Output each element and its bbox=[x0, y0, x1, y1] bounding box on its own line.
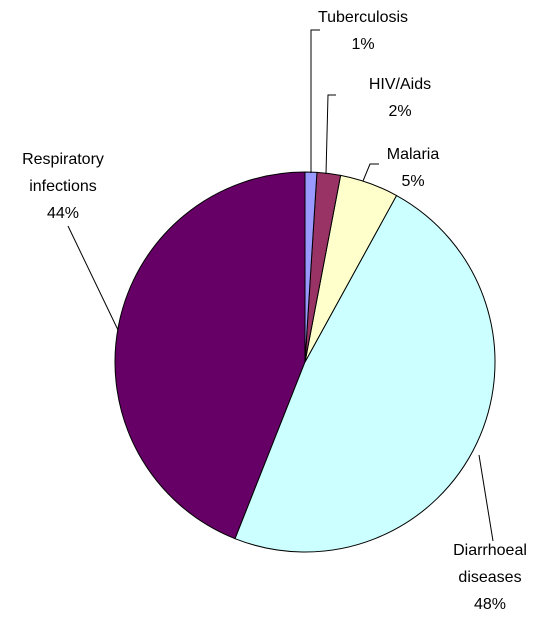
label-name: Malaria bbox=[386, 146, 440, 163]
label-value: 5% bbox=[401, 173, 425, 190]
slice-label: HIV/Aids 2% bbox=[350, 71, 450, 125]
leader-line bbox=[325, 94, 336, 175]
label-name: HIV/Aids bbox=[368, 76, 432, 93]
leader-line bbox=[478, 454, 494, 542]
slice-label: Respiratory infections 44% bbox=[8, 146, 118, 227]
slice-label: Malaria 5% bbox=[363, 141, 463, 195]
label-name: Respiratory infections bbox=[22, 151, 104, 195]
leader-line bbox=[362, 163, 379, 182]
label-value: 44% bbox=[46, 205, 80, 222]
label-value: 2% bbox=[388, 103, 412, 120]
label-name: Diarrhoeal diseases bbox=[453, 542, 527, 586]
pie-slice bbox=[114, 171, 306, 540]
slice-label: Diarrhoeal diseases 48% bbox=[440, 537, 540, 618]
label-name: Tuberculosis bbox=[317, 9, 409, 26]
label-value: 1% bbox=[351, 36, 375, 53]
leader-line bbox=[310, 29, 320, 173]
label-value: 48% bbox=[473, 596, 507, 613]
slice-label: Tuberculosis 1% bbox=[313, 4, 413, 58]
leader-lines bbox=[67, 29, 494, 542]
leader-line bbox=[67, 225, 119, 331]
pie-slice bbox=[234, 194, 496, 553]
